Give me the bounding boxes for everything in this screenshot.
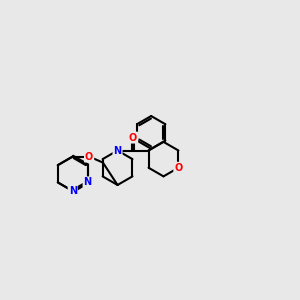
Text: N: N [69,186,77,196]
Text: O: O [174,163,183,173]
Text: N: N [113,146,122,155]
Text: N: N [84,177,92,188]
Text: O: O [129,133,137,142]
Text: O: O [85,152,93,161]
